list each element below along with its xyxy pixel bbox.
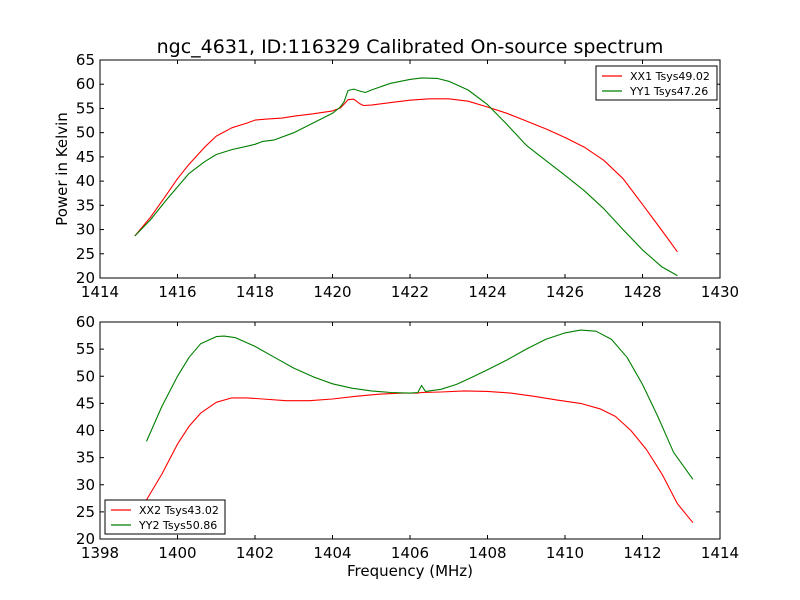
x-tick-label: 1428 xyxy=(623,283,661,301)
x-tick-label: 1422 xyxy=(391,283,429,301)
plot-area xyxy=(134,77,678,277)
x-tick-label: 1406 xyxy=(391,544,429,562)
y-tick-label: 40 xyxy=(76,422,95,440)
legend-box xyxy=(104,499,226,535)
y-tick-label: 55 xyxy=(76,99,95,117)
y-tick-label: 30 xyxy=(76,476,95,494)
x-tick-label: 1412 xyxy=(623,544,661,562)
legend-box xyxy=(595,65,718,101)
y-tick-label: 20 xyxy=(76,530,95,548)
y-tick-label: 45 xyxy=(76,394,95,412)
y-tick-label: 40 xyxy=(76,172,95,190)
chart-title: ngc_4631, ID:116329 Calibrated On-source… xyxy=(157,36,664,58)
y-tick-label: 35 xyxy=(76,196,95,214)
legend-label: XX1 Tsys49.02 xyxy=(630,70,710,83)
legend-label: YY2 Tsys50.86 xyxy=(138,519,217,532)
x-tick-label: 1398 xyxy=(81,544,119,562)
y-tick-label: 25 xyxy=(76,245,95,263)
legend-label: XX2 Tsys43.02 xyxy=(139,504,219,517)
y-tick-label: 45 xyxy=(76,148,95,166)
x-tick-label: 1416 xyxy=(158,283,196,301)
x-tick-label: 1430 xyxy=(701,283,739,301)
x-tick-label: 1408 xyxy=(468,544,506,562)
y-tick-label: 30 xyxy=(76,221,95,239)
plot-area xyxy=(145,329,694,524)
series-line-red xyxy=(146,390,694,524)
y-tick-label: 20 xyxy=(76,269,95,287)
x-tick-label: 1404 xyxy=(313,544,351,562)
y-tick-label: 50 xyxy=(76,124,95,142)
x-tick-label: 1402 xyxy=(236,544,274,562)
x-tick-label: 1420 xyxy=(313,283,351,301)
series-line-green xyxy=(134,77,678,277)
x-tick-label: 1414 xyxy=(701,544,739,562)
series-line-green xyxy=(145,329,694,480)
top-axes: 1414 1416 1418 1420 1422 1424 1426 1428 1430 20 25… xyxy=(53,51,739,301)
x-tick-label: 1400 xyxy=(158,544,196,562)
y-tick-label: 25 xyxy=(76,503,95,521)
y-tick-label: 60 xyxy=(76,75,95,93)
x-tick-label: 1426 xyxy=(546,283,584,301)
y-tick-label: 35 xyxy=(76,449,95,467)
series-line-red xyxy=(134,98,678,253)
y-tick-label: 50 xyxy=(76,367,95,385)
y-axis-label: Power in Kelvin xyxy=(53,112,71,226)
y-tick-label: 55 xyxy=(76,340,95,358)
y-tick-label: 65 xyxy=(76,51,95,69)
legend: XX2 Tsys43.02 YY2 Tsys50.86 xyxy=(104,499,226,535)
x-tick-label: 1410 xyxy=(546,544,584,562)
x-axis-label: Frequency (MHz) xyxy=(347,562,473,580)
legend: XX1 Tsys49.02 YY1 Tsys47.26 xyxy=(595,65,718,101)
legend-label: YY1 Tsys47.26 xyxy=(629,85,708,98)
bottom-axes: 1398 1400 1402 1404 1406 1408 1410 1412 1414 20 25… xyxy=(76,313,739,580)
x-tick-label: 1418 xyxy=(236,283,274,301)
x-tick-label: 1414 xyxy=(81,283,119,301)
x-tick-label: 1424 xyxy=(468,283,506,301)
y-tick-label: 60 xyxy=(76,313,95,331)
